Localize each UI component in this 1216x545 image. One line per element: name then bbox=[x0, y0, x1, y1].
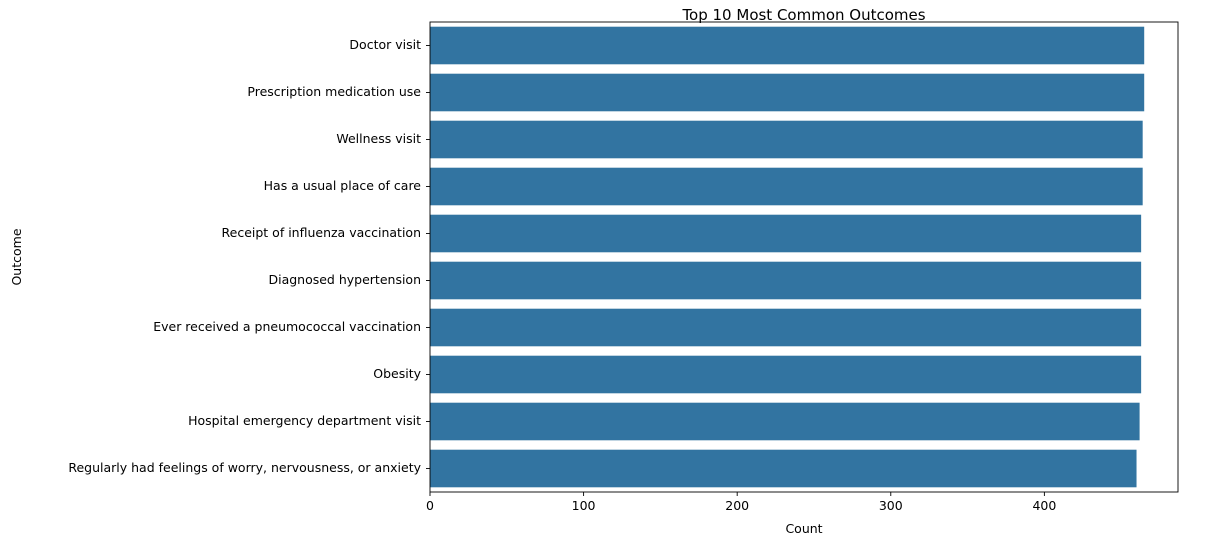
bar bbox=[430, 308, 1142, 347]
y-axis-ticks: Doctor visit Prescription medication use W… bbox=[68, 37, 430, 475]
y-tick-label: Prescription medication use bbox=[247, 84, 421, 99]
y-tick-label: Receipt of influenza vaccination bbox=[222, 225, 421, 240]
y-axis-label: Outcome bbox=[9, 228, 24, 285]
y-tick-label: Doctor visit bbox=[349, 37, 421, 52]
x-tick-label: 200 bbox=[725, 498, 749, 513]
y-tick-label: Ever received a pneumococcal vaccination bbox=[153, 319, 421, 334]
x-axis-ticks: 0 100 200 300 400 bbox=[426, 492, 1056, 513]
bar bbox=[430, 214, 1142, 253]
bar bbox=[430, 26, 1145, 65]
bar bbox=[430, 261, 1142, 300]
y-tick-label: Regularly had feelings of worry, nervous… bbox=[68, 460, 421, 475]
bar bbox=[430, 120, 1143, 159]
bar bbox=[430, 355, 1142, 394]
x-axis-label: Count bbox=[785, 521, 822, 536]
x-tick-label: 0 bbox=[426, 498, 434, 513]
x-tick-label: 100 bbox=[572, 498, 596, 513]
chart-title: Top 10 Most Common Outcomes bbox=[681, 6, 925, 24]
bar bbox=[430, 73, 1145, 112]
y-tick-label: Wellness visit bbox=[336, 131, 421, 146]
bar bbox=[430, 167, 1143, 206]
x-tick-label: 400 bbox=[1032, 498, 1056, 513]
bar bbox=[430, 449, 1137, 488]
x-tick-label: 300 bbox=[879, 498, 903, 513]
bar bbox=[430, 402, 1140, 441]
plot-frame bbox=[429, 21, 1179, 493]
y-tick-label: Hospital emergency department visit bbox=[188, 413, 421, 428]
y-tick-label: Obesity bbox=[373, 366, 421, 381]
y-tick-label: Diagnosed hypertension bbox=[268, 272, 421, 287]
y-tick-label: Has a usual place of care bbox=[264, 178, 422, 193]
bars-group bbox=[430, 26, 1145, 488]
